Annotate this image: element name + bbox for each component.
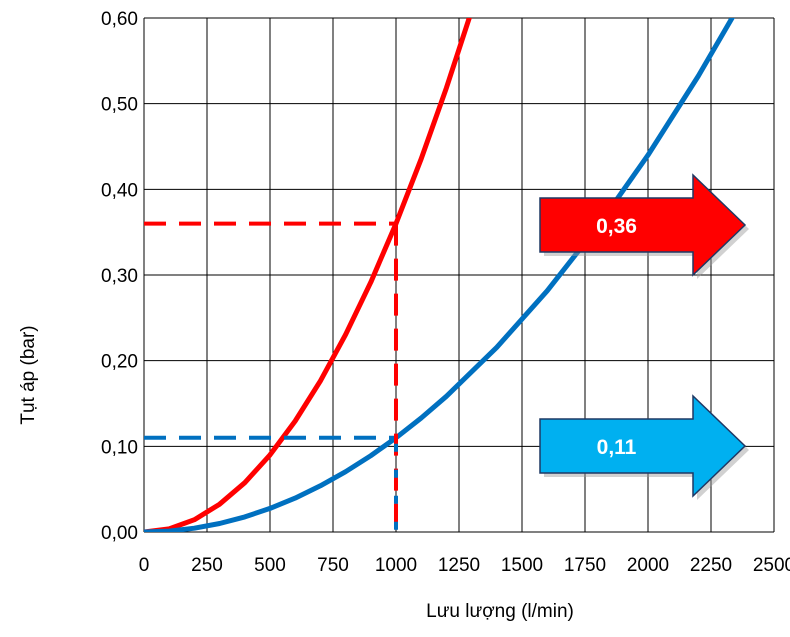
series-red-line [144, 18, 472, 532]
callout-arrow-red: 0,36 [539, 173, 749, 279]
x-tick-label: 2250 [690, 555, 732, 576]
y-tick-label: 0,00 [101, 523, 138, 544]
x-tick-label: 500 [254, 555, 286, 576]
callout-arrows: 0,36 0,11 [539, 173, 749, 500]
callout-arrow-blue: 0,11 [539, 394, 749, 500]
series-group [144, 18, 735, 532]
arrow-value-label: 0,11 [597, 436, 637, 459]
x-tick-label: 1750 [564, 555, 606, 576]
x-tick-label: 1500 [501, 555, 543, 576]
x-tick-label: 0 [139, 555, 150, 576]
y-tick-label: 0,30 [101, 266, 138, 287]
x-axis-title: Lưu lượng (l/min) [426, 601, 574, 622]
arrow-shape [539, 173, 747, 277]
y-tick-label: 0,20 [101, 352, 138, 373]
x-tick-label: 750 [317, 555, 349, 576]
x-tick-label: 2000 [627, 555, 669, 576]
series-blue-line [144, 18, 735, 532]
reference-lines [144, 221, 398, 532]
y-tick-label: 0,60 [101, 9, 138, 30]
y-tick-label: 0,50 [101, 95, 138, 116]
y-axis-title: Tụt áp (bar) [18, 325, 39, 424]
x-tick-label: 1250 [438, 555, 480, 576]
x-tick-label: 2500 [753, 555, 790, 576]
x-tick-label: 1000 [375, 555, 417, 576]
y-tick-label: 0,10 [101, 437, 138, 458]
arrow-value-label: 0,36 [596, 215, 637, 238]
arrow-shape [539, 394, 747, 498]
x-tick-label: 250 [191, 555, 223, 576]
y-tick-labels: 0,00 0,10 0,20 0,30 0,40 0,50 0,60 [101, 9, 138, 544]
x-tick-labels: 0 250 500 750 1000 1250 1500 1750 2000 2250 2500 [139, 555, 790, 576]
y-tick-label: 0,40 [101, 180, 138, 201]
